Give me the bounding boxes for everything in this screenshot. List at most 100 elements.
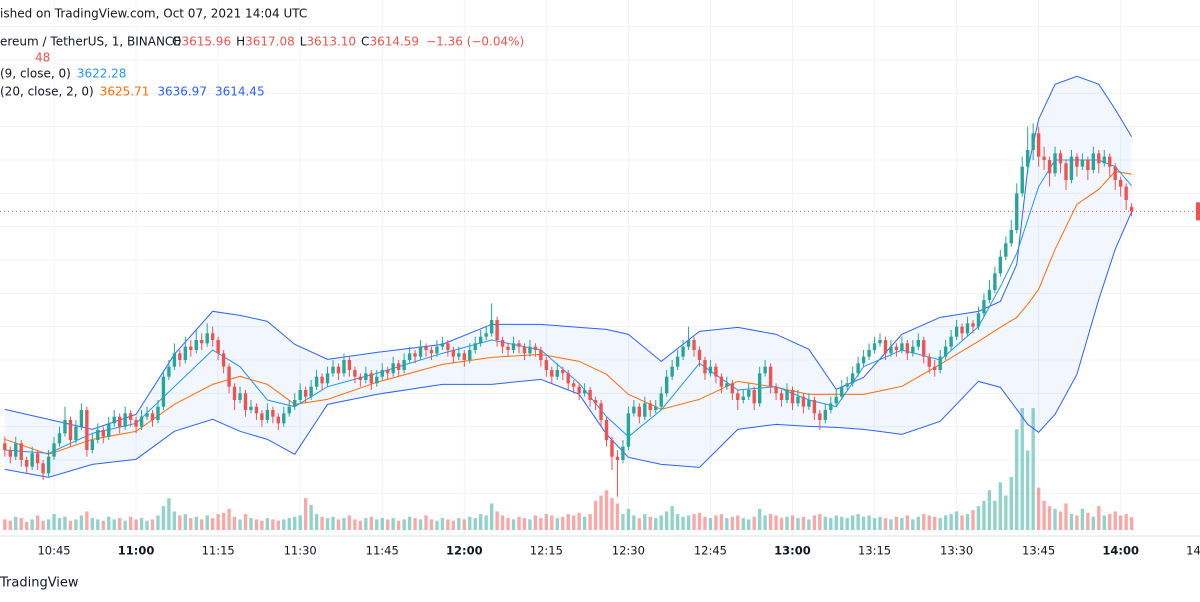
candle-body — [161, 376, 166, 407]
candle-body — [577, 386, 581, 394]
candle-body — [500, 340, 505, 347]
volume-bar — [637, 518, 642, 530]
band-fill — [4, 76, 1132, 478]
candle-body — [90, 440, 95, 450]
candle-body — [407, 353, 412, 360]
volume-bar — [46, 519, 51, 530]
volume-bar — [1108, 514, 1112, 530]
volume-bar — [1075, 515, 1079, 530]
volume-bar — [801, 516, 806, 530]
volume-bar — [582, 516, 587, 530]
candle-body — [364, 373, 368, 380]
candle-body — [588, 390, 592, 400]
volume-bar — [216, 514, 220, 530]
volume-bar — [840, 516, 844, 530]
volume-bar — [697, 512, 702, 530]
candle-body — [1031, 133, 1035, 150]
x-tick-label: 13:00 — [774, 544, 811, 558]
candle-body — [757, 373, 762, 404]
volume-bar — [435, 520, 439, 530]
volume-bar — [856, 514, 860, 530]
candle-body — [1069, 156, 1074, 180]
ema-value: 3622.28 — [77, 67, 127, 81]
volume-bar — [927, 515, 931, 530]
volume-bar — [725, 518, 729, 530]
candle-body — [336, 366, 341, 374]
volume-bar — [708, 518, 713, 530]
candle-body — [243, 393, 248, 410]
x-tick-label: 12:30 — [612, 544, 645, 558]
last-price-tag — [1196, 202, 1200, 221]
volume-bar — [221, 512, 226, 530]
candle-body — [380, 370, 384, 377]
volume-bar — [615, 503, 620, 530]
volume-bar — [528, 519, 532, 530]
candle-body — [200, 340, 204, 344]
candle-body — [998, 256, 1003, 274]
volume-bar — [900, 518, 904, 530]
candle-body — [484, 333, 488, 337]
volume-bar — [309, 504, 313, 530]
volume-bar — [210, 518, 215, 530]
bb-basis-line — [4, 170, 1132, 455]
bb-value: 3614.45 — [215, 85, 265, 99]
volume-bar — [506, 518, 510, 530]
candle-body — [413, 353, 417, 357]
candle-body — [582, 390, 587, 394]
candle-body — [468, 350, 472, 360]
volume-bar — [14, 516, 18, 530]
candle-body — [353, 370, 357, 377]
volume-bar — [916, 516, 920, 530]
candle-body — [320, 376, 324, 384]
volume-bar — [703, 516, 707, 530]
candle-body — [659, 393, 663, 407]
volume-bar — [1047, 506, 1052, 530]
candle-body — [358, 376, 363, 380]
volume-bar — [117, 518, 122, 530]
candle-body — [916, 340, 920, 347]
candle-body — [1047, 160, 1052, 174]
volume-bar — [785, 516, 789, 530]
candle-body — [741, 396, 745, 400]
candle-body — [1026, 150, 1030, 167]
volume-bar — [511, 519, 516, 530]
candle-body — [446, 343, 450, 350]
candle-body — [664, 376, 669, 394]
volume-bar — [818, 514, 822, 530]
volume-bar — [3, 519, 7, 530]
volume-bar — [194, 516, 198, 530]
candle-body — [298, 390, 302, 400]
x-tick-label: 14:00 — [1102, 544, 1139, 558]
volume-bar — [375, 519, 379, 530]
volume-bar — [922, 514, 926, 530]
bb-lower-line — [4, 211, 1133, 478]
candle-body — [861, 356, 866, 364]
candle-body — [221, 353, 226, 367]
candle-body — [112, 416, 116, 424]
volume-bar — [407, 516, 412, 530]
volume-bar — [965, 514, 970, 530]
volume-bar — [172, 511, 177, 530]
volume-bar — [276, 520, 281, 530]
candle-body — [845, 383, 849, 387]
volume-bar — [987, 490, 992, 530]
volume-bar — [1102, 515, 1106, 530]
x-tick-label: 12:45 — [694, 544, 727, 558]
volume-bar — [1118, 515, 1123, 530]
ohlc-key: L — [300, 35, 307, 49]
candle-body — [675, 356, 680, 367]
volume-bar — [353, 519, 357, 530]
candle-body — [254, 406, 259, 414]
candle-body — [801, 396, 806, 407]
candle-body — [725, 383, 729, 387]
volume-bar — [670, 506, 674, 530]
candle-body — [57, 433, 62, 444]
candle-body — [632, 406, 636, 414]
candle-body — [779, 393, 784, 400]
candle-body — [451, 350, 456, 357]
candle-body — [697, 350, 702, 360]
published-note: ished on TradingView.com, Oct 07, 2021 1… — [0, 7, 307, 21]
volume-bar — [894, 516, 899, 530]
candle-body — [79, 410, 84, 427]
